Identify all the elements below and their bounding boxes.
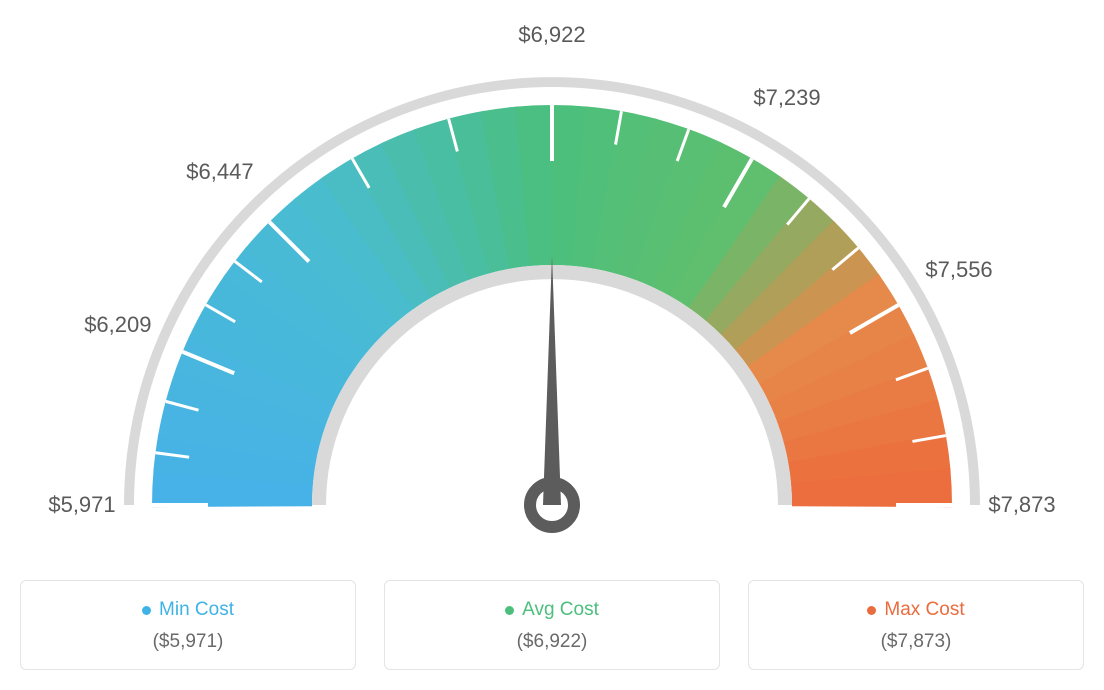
legend-title: Min Cost (159, 599, 234, 621)
legend-card-max: Max Cost ($7,873) (748, 580, 1084, 670)
gauge-tick-label: $6,209 (84, 312, 151, 338)
legend-row: Min Cost ($5,971) Avg Cost ($6,922) Max Cost… (20, 580, 1084, 670)
legend-title: Max Cost (884, 599, 964, 621)
legend-dot-icon (505, 606, 514, 615)
legend-dot-icon (867, 606, 876, 615)
gauge-tick-label: $5,971 (48, 492, 115, 518)
legend-card-min: Min Cost ($5,971) (20, 580, 356, 670)
legend-card-header: Max Cost (759, 599, 1073, 621)
gauge-needle (543, 255, 561, 505)
gauge-svg (20, 20, 1084, 550)
gauge-tick-label: $7,239 (753, 85, 820, 111)
legend-card-header: Avg Cost (395, 599, 709, 621)
legend-value: ($7,873) (759, 631, 1073, 653)
gauge-tick-label: $7,873 (988, 492, 1055, 518)
gauge: $5,971 $6,209 $6,447 $6,922 $7,239 $7,556 $7,8… (20, 20, 1084, 550)
legend-dot-icon (142, 606, 151, 615)
legend-card-avg: Avg Cost ($6,922) (384, 580, 720, 670)
legend-value: ($5,971) (31, 631, 345, 653)
gauge-chart-container: $5,971 $6,209 $6,447 $6,922 $7,239 $7,556 $7,8… (20, 20, 1084, 670)
legend-card-header: Min Cost (31, 599, 345, 621)
gauge-tick-label: $6,922 (518, 22, 585, 48)
gauge-tick-label: $7,556 (925, 257, 992, 283)
legend-title: Avg Cost (522, 599, 599, 621)
legend-value: ($6,922) (395, 631, 709, 653)
gauge-tick-label: $6,447 (186, 159, 253, 185)
